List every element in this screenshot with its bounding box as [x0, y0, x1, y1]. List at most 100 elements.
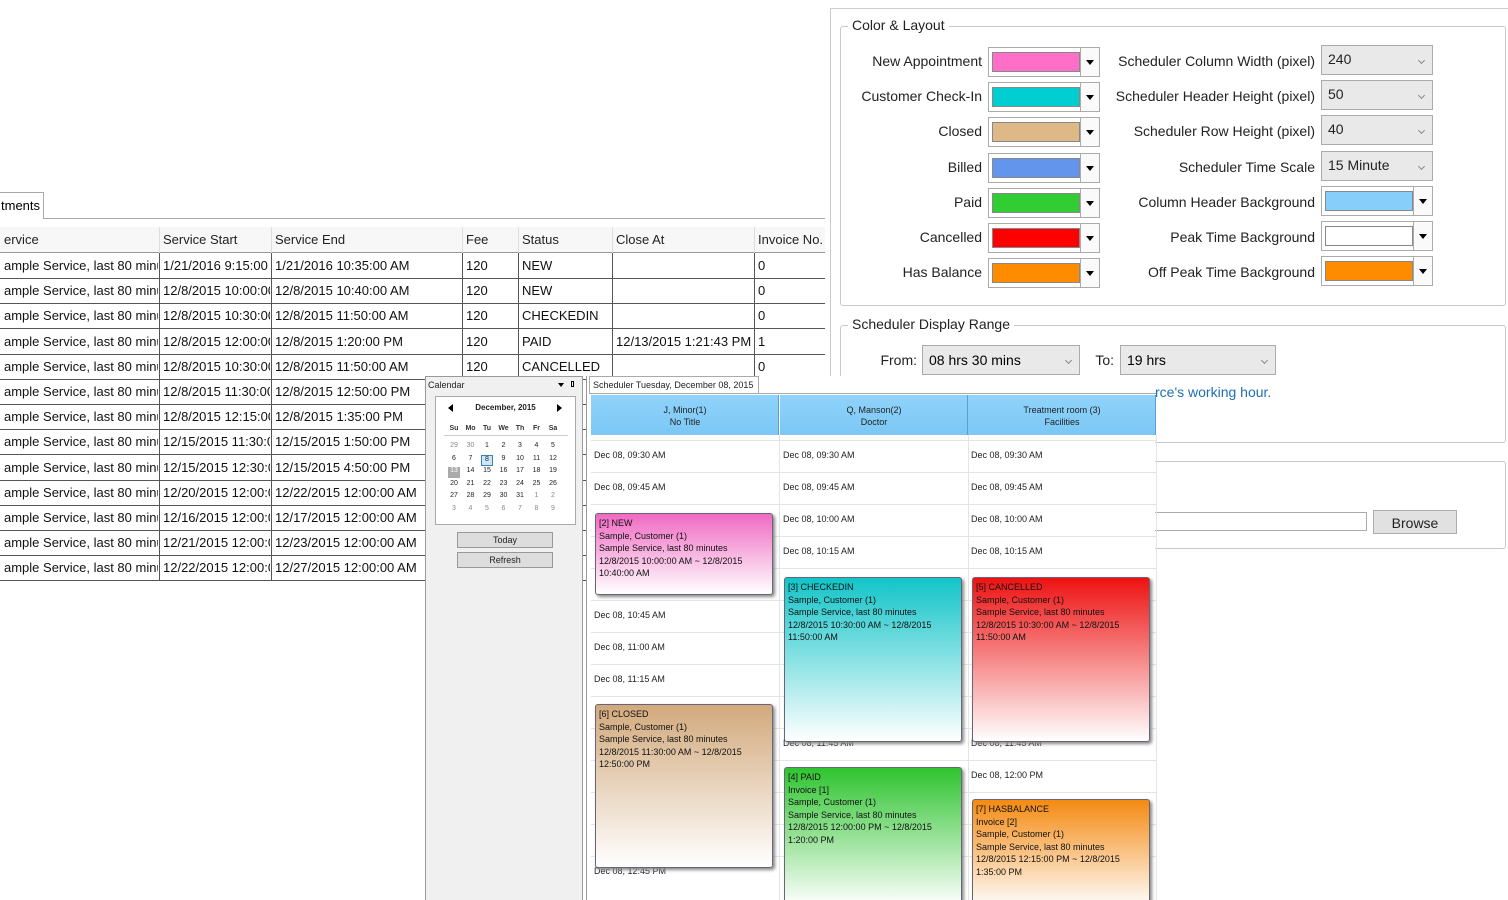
arrow	[1086, 130, 1094, 135]
day-cell[interactable]: 8	[481, 454, 493, 466]
day-cell[interactable]: 11	[532, 454, 541, 462]
scheduler-window: Scheduler Tuesday, December 08, 2015 J, M…	[586, 376, 1157, 900]
dropdown-button[interactable]	[1080, 154, 1099, 182]
day-cell[interactable]: 22	[483, 479, 491, 487]
combo-box[interactable]	[1321, 221, 1433, 251]
day-cell[interactable]: 3	[452, 505, 456, 512]
day-cell[interactable]: 7	[468, 454, 473, 462]
day-cell[interactable]: 1	[534, 492, 539, 500]
combo-box[interactable]	[988, 82, 1100, 112]
scheduler-tab[interactable]: Scheduler Tuesday, December 08, 2015	[589, 376, 759, 393]
dropdown-button[interactable]	[1413, 222, 1432, 250]
day-cell[interactable]: 30	[466, 442, 475, 449]
day-cell[interactable]: 5	[551, 442, 555, 449]
dropdown-button[interactable]	[1413, 257, 1432, 285]
day-cell[interactable]: 24	[516, 479, 524, 487]
day-cell[interactable]: 5	[485, 505, 489, 512]
combo-box[interactable]: 50	[1321, 80, 1433, 110]
day-cell[interactable]: 25	[532, 479, 541, 487]
cell-divider	[271, 303, 272, 330]
combo-box[interactable]	[988, 47, 1100, 77]
next-month[interactable]	[557, 404, 562, 412]
appointment-block[interactable]: [5] CANCELLED Sample, Customer (1) Sample …	[972, 577, 1150, 742]
dropdown-button[interactable]	[1080, 48, 1099, 76]
day-cell[interactable]: 23	[499, 479, 508, 487]
day-cell[interactable]: 1	[485, 442, 489, 449]
combo-box[interactable]	[1321, 256, 1433, 286]
appointment-block[interactable]: [3] CHECKEDIN Sample, Customer (1) Sample …	[784, 577, 962, 742]
day-cell[interactable]: 2	[551, 492, 555, 500]
cell-divider	[612, 353, 613, 380]
appointment-text: 10:40:00 AM	[599, 568, 650, 579]
day-cell[interactable]: 4	[468, 505, 473, 512]
day-cell[interactable]: 29	[450, 442, 458, 449]
appointment-block[interactable]: [6] CLOSED Sample, Customer (1) Sample Ser…	[595, 704, 773, 868]
day-cell[interactable]: 3	[518, 442, 522, 449]
day-cell[interactable]: 7	[518, 505, 522, 512]
day-cell[interactable]: 8	[534, 505, 539, 512]
day-cell[interactable]: 14	[466, 467, 475, 475]
day-cell[interactable]: 18	[532, 467, 541, 475]
combo-box[interactable]	[988, 117, 1100, 147]
appointment-block[interactable]: [4] PAID Invoice [1] Sample, Customer (1) S…	[784, 767, 962, 900]
calendar-button[interactable]: Today	[457, 532, 553, 548]
day-cell[interactable]: 27	[450, 492, 458, 500]
day-cell[interactable]: 19	[549, 467, 557, 475]
day-cell[interactable]: 30	[499, 492, 508, 500]
dropdown-button[interactable]	[1080, 83, 1099, 111]
day-cell[interactable]: 13	[448, 467, 460, 479]
group-title: Color & Layout	[848, 17, 949, 33]
day-cell[interactable]: 12	[549, 454, 557, 462]
dropdown-button[interactable]	[1080, 189, 1099, 217]
appointment-text: Sample, Customer (1)	[599, 721, 688, 732]
day-cell[interactable]: 15	[483, 467, 491, 475]
day-cell[interactable]: 26	[549, 479, 557, 487]
path-input[interactable]	[1140, 512, 1367, 531]
pin-icon[interactable]	[571, 381, 574, 387]
dropdown-button[interactable]	[1080, 118, 1099, 146]
setting-label: Peak Time Background	[1170, 229, 1315, 245]
pin-button[interactable]	[558, 383, 564, 387]
prev-month[interactable]	[448, 404, 453, 412]
combo-box[interactable]	[988, 223, 1100, 253]
day-cell[interactable]: 20	[450, 479, 458, 487]
combo-box[interactable]: 240	[1321, 45, 1433, 75]
appointment-block[interactable]: [7] HASBALANCE Invoice [2] Sample, Custome…	[972, 799, 1150, 900]
dropdown-button[interactable]	[1413, 187, 1432, 215]
day-cell[interactable]: 4	[534, 442, 539, 449]
day-cell[interactable]: 31	[516, 492, 524, 500]
combo-box[interactable]: 40	[1321, 115, 1433, 145]
dropdown-button[interactable]	[1080, 259, 1099, 287]
grid-cell: ample Service, last 80 minutes	[4, 535, 158, 551]
combo-box[interactable]: 15 Minute	[1321, 151, 1433, 181]
combo-box[interactable]	[988, 153, 1100, 183]
appointment-block[interactable]: [2] NEW Sample, Customer (1) Sample Servic…	[595, 513, 773, 595]
grid-cell: 1	[758, 333, 766, 349]
appointment-text: 1:35:00 PM	[976, 867, 1023, 877]
day-cell[interactable]: 10	[516, 454, 524, 462]
combo-box[interactable]	[988, 188, 1100, 218]
day-cell[interactable]: 28	[466, 492, 475, 500]
grid-tab[interactable]: tments	[0, 192, 44, 219]
appointment-text: 12/8/2015 10:30:00 AM ~ 12/8/2015	[976, 619, 1120, 630]
combo-box[interactable]	[1321, 186, 1433, 216]
day-cell[interactable]: 9	[501, 454, 506, 462]
day-cell[interactable]: 17	[516, 467, 524, 475]
combo-box[interactable]: 08 hrs 30 mins	[922, 345, 1080, 375]
dropdown-button[interactable]	[1080, 224, 1099, 252]
day-cell[interactable]: 9	[551, 505, 555, 512]
day-cell[interactable]: 29	[483, 492, 491, 500]
day-cell[interactable]: 6	[501, 505, 506, 512]
combo-box[interactable]: 19 hrs	[1120, 345, 1276, 375]
day-cell[interactable]: 16	[499, 467, 508, 475]
grid-row	[0, 429, 825, 456]
day-cell[interactable]: 6	[452, 454, 456, 462]
day-cell[interactable]: 21	[466, 479, 475, 487]
day-cell[interactable]: 2	[501, 442, 506, 449]
calendar-button[interactable]: Refresh	[457, 552, 553, 568]
setting-label: Column Header Background	[1138, 194, 1315, 210]
browse-button[interactable]: Browse	[1373, 510, 1457, 534]
combo-box[interactable]	[988, 258, 1100, 288]
column-header: Invoice No.	[758, 232, 823, 247]
grid-cell: 12/8/2015 12:00:00 P	[163, 333, 270, 349]
